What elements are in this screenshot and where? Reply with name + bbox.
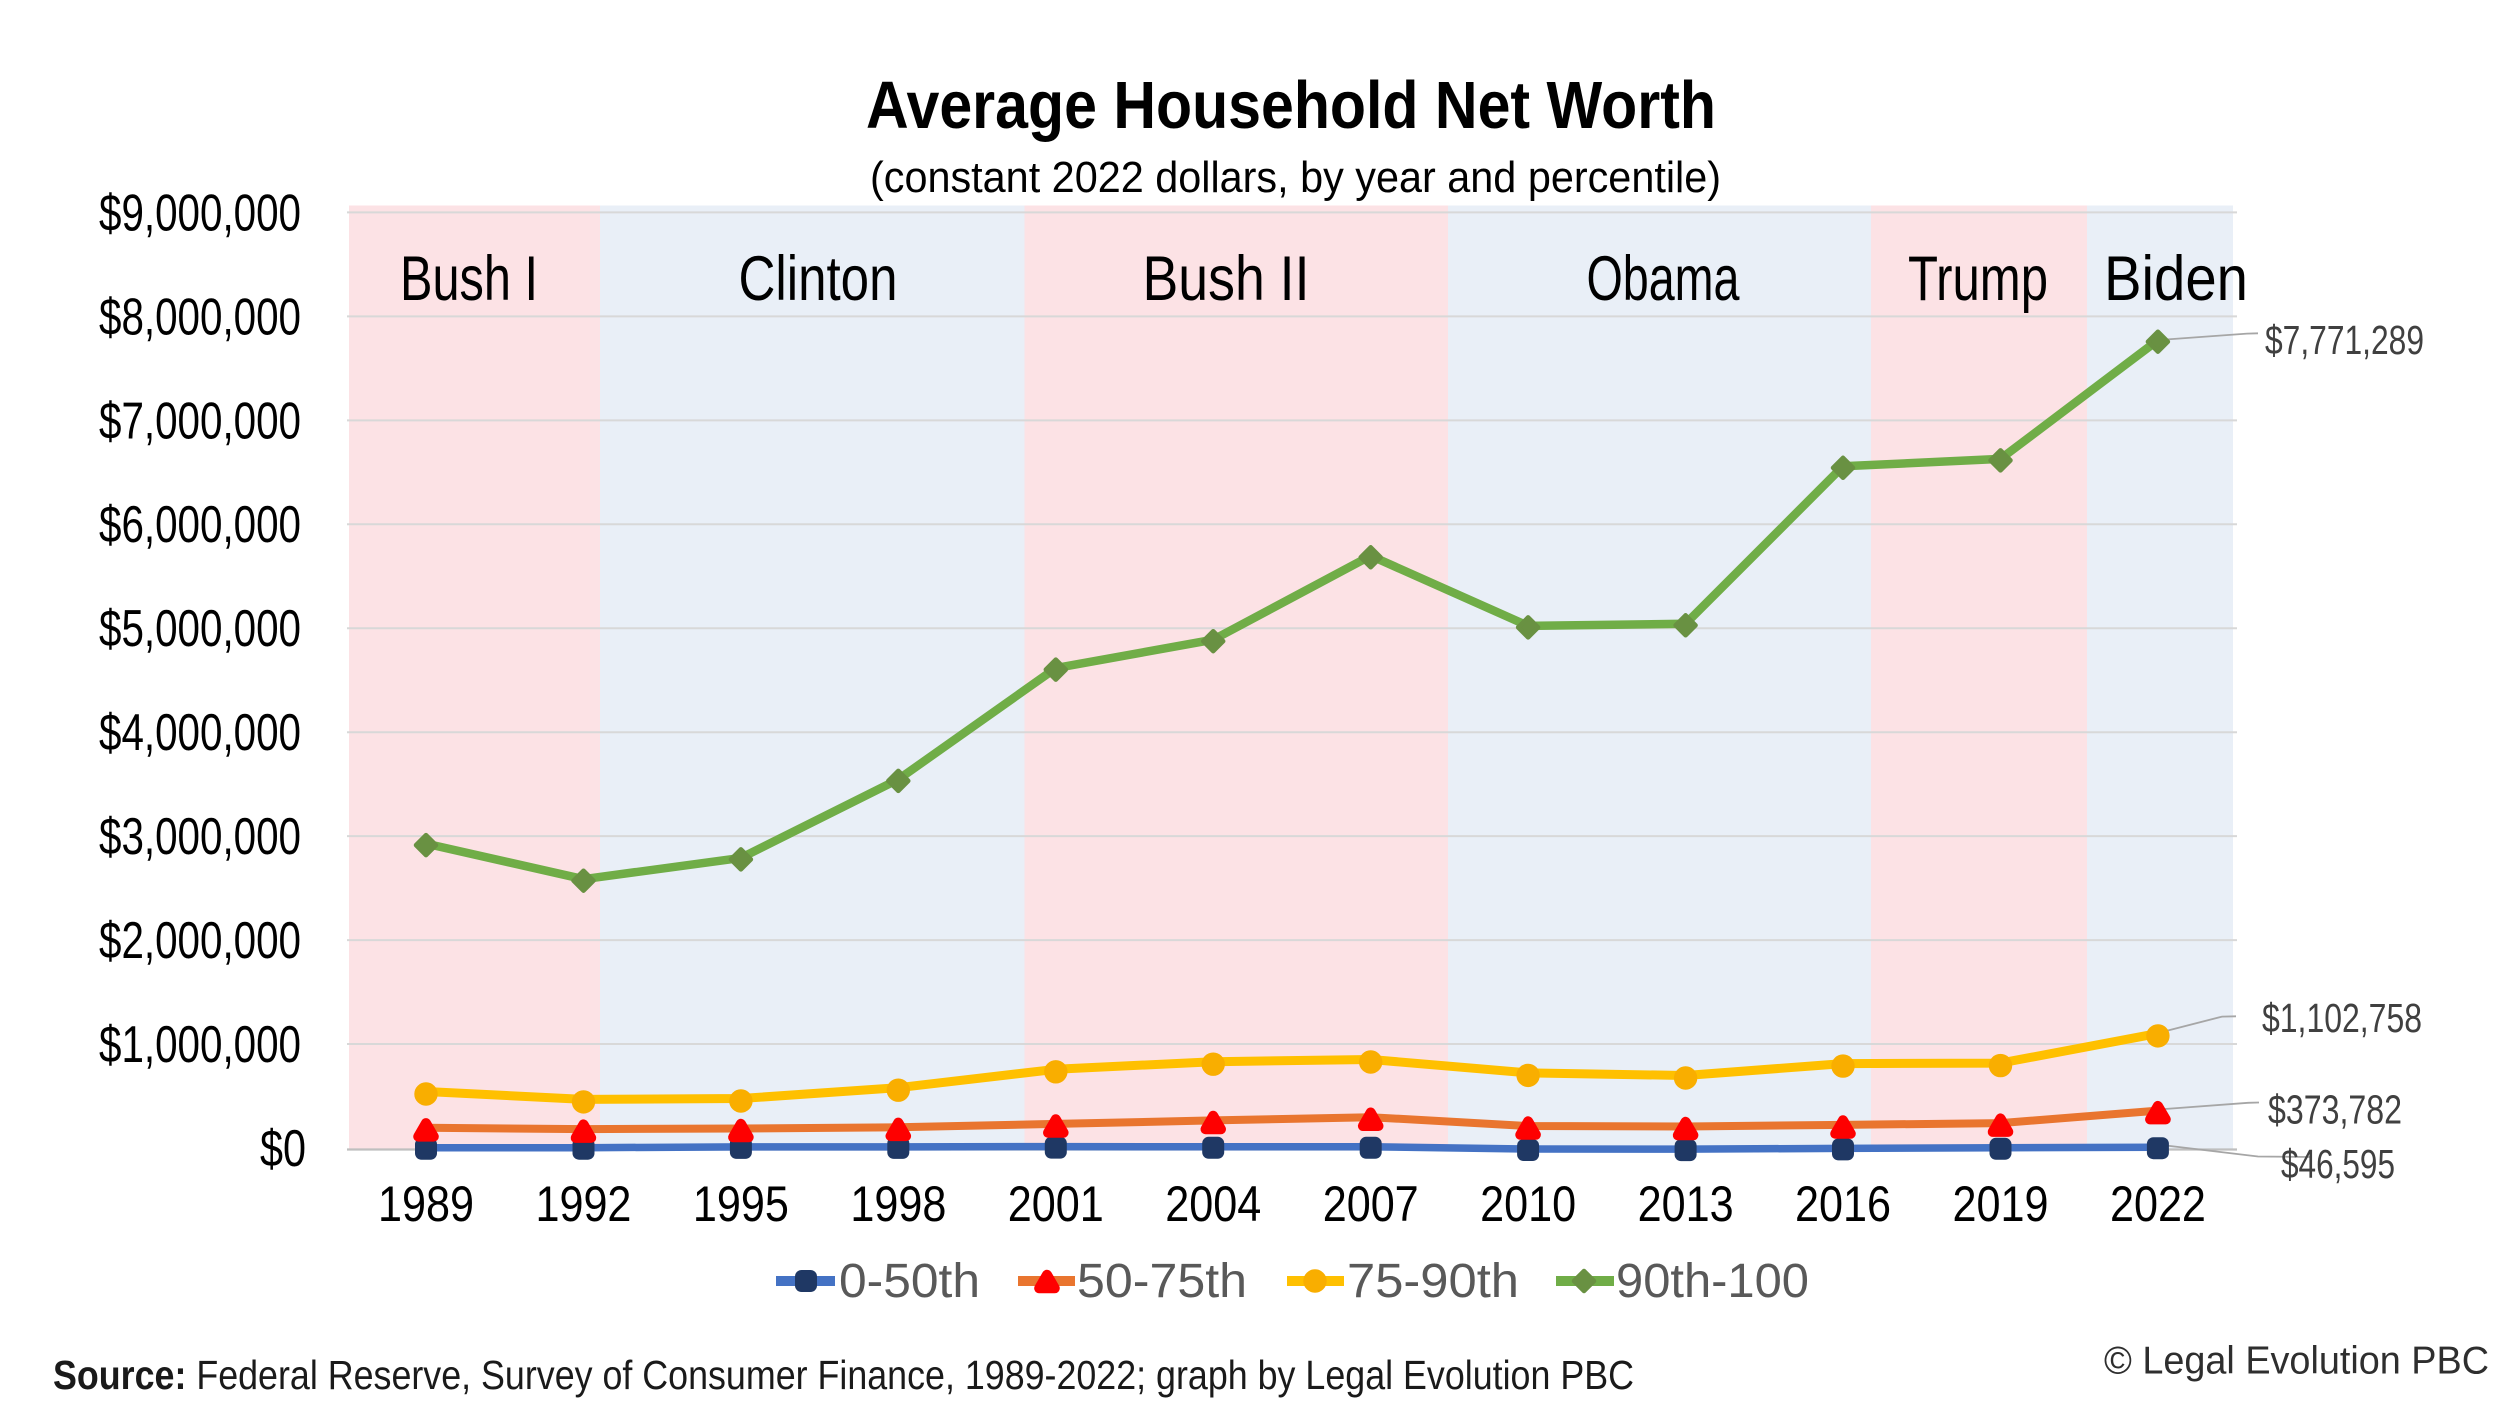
svg-text:© Legal Evolution PBC: © Legal Evolution PBC xyxy=(2104,1340,2489,1383)
svg-text:$4,000,000: $4,000,000 xyxy=(99,704,301,762)
svg-text:$373,782: $373,782 xyxy=(2268,1087,2402,1133)
svg-text:$2,000,000: $2,000,000 xyxy=(99,912,301,970)
svg-text:1995: 1995 xyxy=(693,1176,789,1232)
svg-text:2013: 2013 xyxy=(1638,1176,1734,1232)
svg-text:0-50th: 0-50th xyxy=(839,1255,980,1308)
svg-text:2007: 2007 xyxy=(1323,1176,1419,1232)
svg-text:Average Household Net Worth: Average Household Net Worth xyxy=(866,68,1716,143)
svg-text:(constant 2022 dollars, by yea: (constant 2022 dollars, by year and perc… xyxy=(870,153,1721,202)
svg-text:2010: 2010 xyxy=(1480,1176,1576,1232)
svg-text:Biden: Biden xyxy=(2104,244,2248,314)
svg-text:$0: $0 xyxy=(260,1120,306,1178)
svg-text:$8,000,000: $8,000,000 xyxy=(99,288,301,346)
svg-text:$7,000,000: $7,000,000 xyxy=(99,392,301,450)
svg-text:Bush II: Bush II xyxy=(1143,244,1310,314)
svg-text:2022: 2022 xyxy=(2110,1176,2206,1232)
svg-text:$5,000,000: $5,000,000 xyxy=(99,600,301,658)
svg-text:1998: 1998 xyxy=(850,1176,946,1232)
svg-text:2004: 2004 xyxy=(1165,1176,1261,1232)
svg-text:1989: 1989 xyxy=(378,1176,474,1232)
svg-text:$6,000,000: $6,000,000 xyxy=(99,496,301,554)
svg-text:1992: 1992 xyxy=(535,1176,631,1232)
svg-text:$3,000,000: $3,000,000 xyxy=(99,808,301,866)
svg-text:50-75th: 50-75th xyxy=(1077,1255,1247,1308)
svg-text:75-90th: 75-90th xyxy=(1347,1255,1519,1308)
svg-text:Obama: Obama xyxy=(1587,244,1741,314)
svg-text:$1,102,758: $1,102,758 xyxy=(2262,995,2422,1041)
svg-text:$7,771,289: $7,771,289 xyxy=(2265,317,2424,363)
svg-text:2016: 2016 xyxy=(1795,1176,1891,1232)
svg-text:$9,000,000: $9,000,000 xyxy=(99,184,301,242)
svg-text:$1,000,000: $1,000,000 xyxy=(99,1016,301,1074)
svg-text:Clinton: Clinton xyxy=(739,244,898,314)
svg-text:2001: 2001 xyxy=(1008,1176,1104,1232)
svg-text:2019: 2019 xyxy=(1953,1176,2049,1232)
svg-text:Bush I: Bush I xyxy=(400,244,538,314)
svg-text:Trump: Trump xyxy=(1908,244,2048,314)
svg-text:$46,595: $46,595 xyxy=(2281,1141,2395,1187)
svg-text:90th-100: 90th-100 xyxy=(1616,1255,1809,1308)
svg-text:Source: Federal Reserve, Surve: Source: Federal Reserve, Survey of Consu… xyxy=(53,1352,1634,1398)
